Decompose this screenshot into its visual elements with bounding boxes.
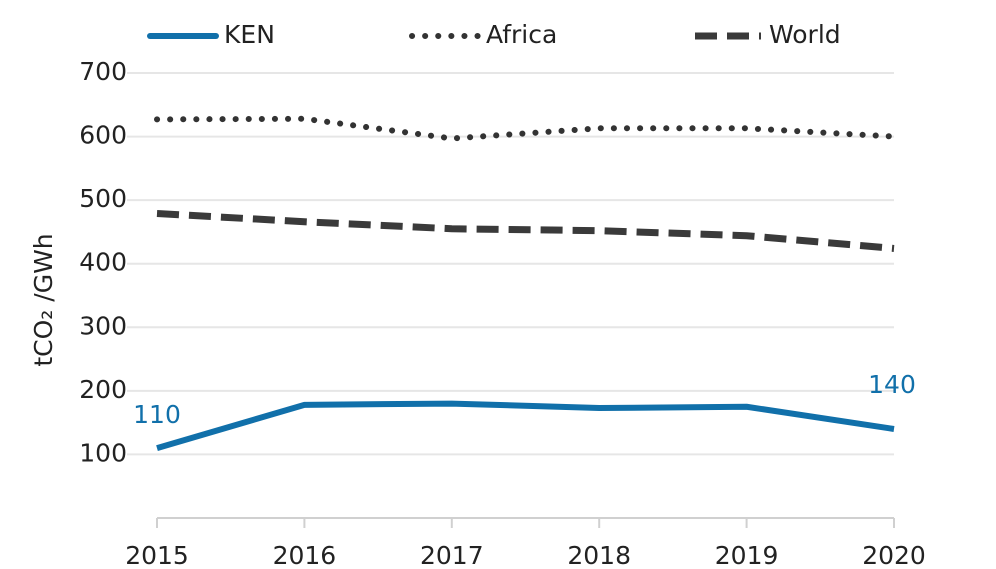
y-axis-label: tCO₂ /GWh [29,233,58,366]
y-tick-label: 500 [79,184,127,213]
x-tick-label: 2015 [125,541,189,569]
legend-label: KEN [224,20,275,49]
y-tick-label: 400 [79,248,127,277]
y-tick-label: 700 [79,57,127,86]
y-tick-label: 600 [79,121,127,150]
series-line [156,400,895,451]
x-tick-label: 2016 [273,541,337,569]
y-tick-label: 200 [79,375,127,404]
series-line [154,115,897,142]
legend-label: Africa [486,20,557,49]
x-tick-label: 2020 [862,541,926,569]
data-label: 140 [868,370,916,399]
x-tick-label: 2017 [420,541,484,569]
y-tick-label: 300 [79,311,127,340]
x-tick-label: 2018 [567,541,631,569]
data-label: 110 [133,400,181,429]
y-tick-label: 100 [79,438,127,467]
legend-label: World [769,20,841,49]
series-line [156,209,895,252]
x-tick-label: 2019 [715,541,779,569]
